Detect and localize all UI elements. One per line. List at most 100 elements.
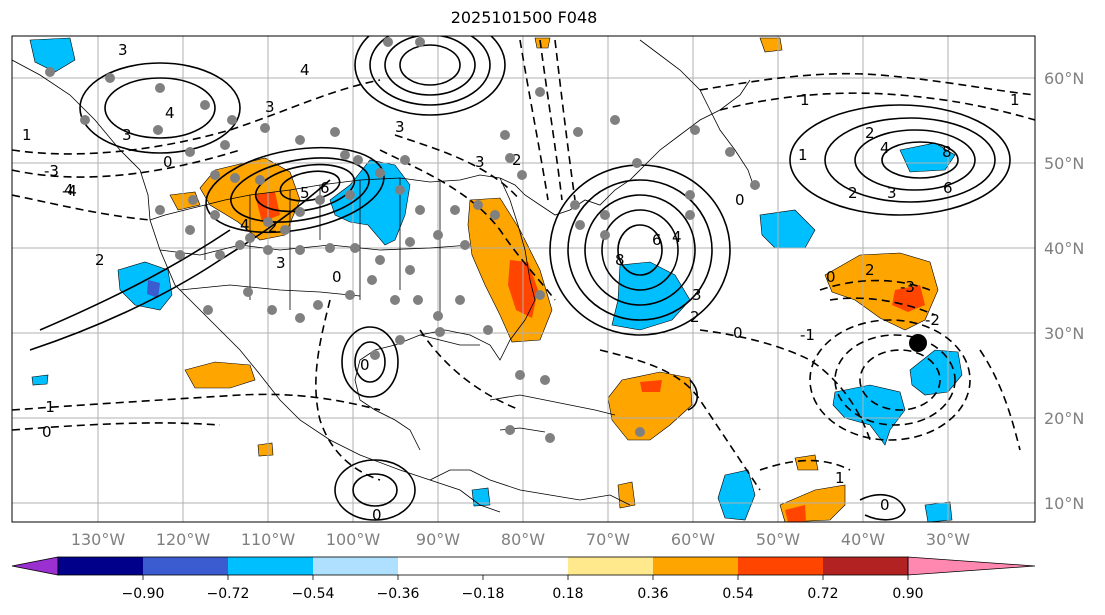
contour-label: 3 — [265, 98, 275, 116]
contour-label: 0 — [733, 324, 743, 342]
solid-contours — [29, 36, 1011, 521]
lon-label: 60°W — [671, 530, 715, 549]
colorbar-swatch — [568, 557, 653, 575]
lat-label: 20°N — [1044, 409, 1084, 428]
colorbar-tick-label: −0.90 — [122, 586, 165, 602]
lat-label: 40°N — [1044, 239, 1084, 258]
longitude-axis: 130°W 120°W 110°W 100°W 90°W 80°W 70°W 6… — [71, 530, 970, 549]
contour-label: 2 — [690, 308, 700, 326]
colorbar-swatch — [313, 557, 398, 575]
map-frame — [11, 35, 1036, 523]
contour-label: 0 — [880, 496, 890, 514]
contour-label: 0 — [372, 506, 382, 524]
highlighted-station-marker — [909, 334, 927, 352]
contour-label: 3 — [122, 126, 132, 144]
colorbar-swatch — [653, 557, 738, 575]
contour-label: 6 — [320, 179, 330, 197]
lon-label: 120°W — [156, 530, 211, 549]
contour-label: 6 — [652, 231, 662, 249]
colorbar-swatch — [58, 557, 143, 575]
contour-label: -1 — [40, 398, 55, 416]
contour-label: 0 — [735, 191, 745, 209]
contour-label: 3 — [887, 184, 897, 202]
colorbar-tick-label: 0.90 — [892, 586, 923, 602]
contour-label: 8 — [942, 143, 952, 161]
station-markers — [45, 37, 760, 443]
contour-label: 1 — [800, 91, 810, 109]
colorbar-tick-label: 0.72 — [807, 586, 838, 602]
colorbar-tick-label: −0.72 — [207, 586, 250, 602]
contour-label: 0 — [332, 268, 342, 286]
colorbar-swatch — [228, 557, 313, 575]
colorbar-tick-label: −0.18 — [462, 586, 505, 602]
colorbar-swatch — [11, 556, 59, 576]
colorbar-tick-label: 0.54 — [722, 586, 753, 602]
contour-label: 2 — [865, 261, 875, 279]
map-panel: 3 4 2 0 3 4 1 3 2 4 5 6 0 3 4 1 2 3 4 6 … — [12, 36, 1035, 524]
contour-label: 4 — [300, 61, 310, 79]
contour-label: 2 — [865, 124, 875, 142]
contour-label: 4 — [165, 104, 175, 122]
lat-label: 10°N — [1044, 494, 1084, 513]
colorbar: −0.90 −0.72 −0.54 −0.36 −0.18 0.18 0.36 … — [11, 556, 1036, 602]
colorbar-tick-label: −0.54 — [292, 586, 335, 602]
contour-label: 3 — [692, 286, 702, 304]
contour-label: 8 — [615, 251, 625, 269]
contour-label: 4 — [64, 181, 74, 199]
colorbar-swatch — [738, 557, 823, 575]
lon-label: 30°W — [926, 530, 970, 549]
dashed-contours — [12, 39, 1035, 491]
contour-label: 1 — [798, 146, 808, 164]
colorbar-swatch — [907, 556, 1036, 576]
latitude-axis: 60°N 50°N 40°N 30°N 20°N 10°N — [1044, 69, 1084, 513]
contour-label: 6 — [943, 179, 953, 197]
lon-label: 90°W — [416, 530, 460, 549]
lat-label: 50°N — [1044, 154, 1084, 173]
contour-label: 0 — [360, 356, 370, 374]
lon-label: 110°W — [241, 530, 296, 549]
colorbar-swatch — [398, 557, 568, 575]
contour-label: 1 — [835, 469, 845, 487]
contour-label: -3 — [900, 278, 915, 296]
contour-label: 5 — [300, 184, 310, 202]
contour-label: 0 — [826, 268, 836, 286]
graticule — [12, 36, 1035, 522]
colorbar-tick-label: 0.36 — [637, 586, 668, 602]
contour-label: 3 — [118, 41, 128, 59]
contour-label: -2 — [925, 311, 940, 329]
contour-label: 1 — [1010, 91, 1020, 109]
contour-labels: 3 4 2 0 3 4 1 3 2 4 5 6 0 3 4 1 2 3 4 6 … — [22, 41, 1020, 524]
lat-label: 30°N — [1044, 324, 1084, 343]
contour-label: 3 — [395, 118, 405, 136]
colorbar-swatch — [143, 557, 228, 575]
lon-label: 80°W — [501, 530, 545, 549]
lon-label: 100°W — [326, 530, 381, 549]
coastlines — [12, 39, 756, 513]
contour-label: 2 — [512, 151, 522, 169]
colorbar-tick-label: 0.18 — [552, 586, 583, 602]
lon-label: 130°W — [71, 530, 126, 549]
figure-title: 2025101500 F048 — [450, 8, 598, 27]
contour-label: -3 — [44, 162, 59, 180]
lon-label: 40°W — [841, 530, 885, 549]
colorbar-swatch — [823, 557, 908, 575]
contour-label: 0 — [42, 423, 52, 441]
colorbar-tick-label: −0.36 — [377, 586, 420, 602]
contour-label: -1 — [800, 326, 815, 344]
anomaly-shading — [29, 37, 963, 522]
contour-label: 4 — [880, 139, 890, 157]
contour-label: 4 — [240, 216, 250, 234]
contour-label: 3 — [276, 254, 286, 272]
contour-label: 3 — [475, 153, 485, 171]
contour-label: 0 — [163, 153, 173, 171]
contour-label: 1 — [22, 126, 32, 144]
contour-label: -4 — [62, 182, 77, 200]
contour-label: 4 — [672, 228, 682, 246]
lon-label: 50°W — [756, 530, 800, 549]
lat-label: 60°N — [1044, 69, 1084, 88]
contour-label: 2 — [848, 184, 858, 202]
contour-label: 2 — [95, 251, 105, 269]
contour-label: 2 — [268, 218, 278, 236]
lon-label: 70°W — [586, 530, 630, 549]
